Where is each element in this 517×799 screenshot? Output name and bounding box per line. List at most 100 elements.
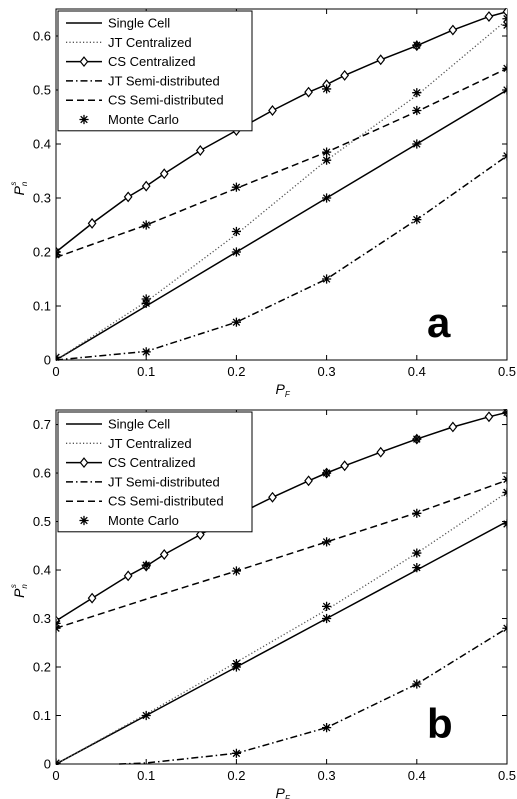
y-tick-label: 0.7 [33, 417, 51, 432]
y-tick-label: 0.5 [33, 514, 51, 529]
point-monte-carlo [502, 409, 507, 418]
legend-item-jt-centralized: JT Centralized [66, 35, 192, 50]
point-monte-carlo [502, 519, 507, 529]
point-monte-carlo [231, 566, 241, 576]
point-monte-carlo [502, 63, 507, 73]
point-monte-carlo [502, 151, 507, 161]
legend-label: Monte Carlo [108, 513, 179, 528]
legend-item-monte-carlo: Monte Carlo [79, 513, 179, 528]
series-line-cs-semi-distributed [56, 479, 507, 629]
legend-label: JT Semi-distributed [108, 474, 220, 489]
point-cs-centralized [340, 460, 350, 472]
legend-item-single-cell: Single Cell [66, 417, 170, 432]
legend-label: JT Centralized [108, 436, 192, 451]
panel-label-a: a [427, 299, 451, 346]
legend-item-cs-centralized: CS Centralized [66, 54, 195, 69]
legend-item-jt-semi-distributed: JT Semi-distributed [66, 73, 220, 88]
legend-marker [79, 114, 89, 125]
y-tick-label: 0.1 [33, 708, 51, 723]
x-tick-label: 0.2 [227, 768, 245, 783]
point-monte-carlo [412, 215, 422, 225]
legend-box [57, 411, 253, 533]
y-axis-label-text: Pns [9, 181, 29, 195]
series-line-jt-semi-distributed [119, 627, 507, 765]
x-tick-label: 0.1 [137, 768, 155, 783]
y-tick-label: 0 [44, 353, 51, 368]
series-line-cs-centralized [56, 411, 507, 622]
series-line-jt-centralized [56, 491, 507, 765]
point-monte-carlo [322, 155, 332, 165]
point-cs-centralized [123, 570, 133, 582]
point-cs-centralized [340, 69, 350, 81]
point-cs-centralized [448, 24, 458, 36]
y-tick-label: 0.6 [33, 466, 51, 481]
legend-label: CS Semi-distributed [108, 494, 224, 509]
point-cs-centralized [268, 105, 277, 116]
legend-item-jt-centralized: JT Centralized [66, 436, 192, 451]
point-monte-carlo [412, 563, 422, 573]
point-cs-centralized [448, 421, 458, 433]
point-monte-carlo [412, 105, 422, 116]
point-monte-carlo [141, 560, 151, 570]
legend-item-monte-carlo: Monte Carlo [79, 112, 179, 127]
x-tick-label: 0 [52, 364, 59, 379]
point-monte-carlo [322, 613, 332, 624]
point-monte-carlo [141, 347, 151, 357]
point-monte-carlo [502, 487, 507, 498]
x-tick-label: 0.4 [408, 364, 426, 379]
point-cs-centralized [484, 411, 494, 423]
point-cs-centralized [304, 86, 313, 98]
legend-marker [79, 515, 89, 526]
legend-label: Single Cell [108, 16, 170, 31]
point-cs-centralized [195, 145, 205, 156]
point-cs-centralized [304, 475, 313, 487]
x-tick-label: 0 [52, 768, 59, 783]
point-monte-carlo [412, 508, 422, 518]
y-tick-label: 0.4 [33, 563, 51, 578]
legend-item-single-cell: Single Cell [66, 16, 170, 31]
legend-marker [79, 457, 89, 469]
point-cs-centralized [123, 191, 133, 203]
legend-label: CS Semi-distributed [108, 93, 224, 108]
point-monte-carlo [412, 679, 422, 689]
x-axis-label: PF [276, 381, 291, 399]
point-cs-centralized [159, 168, 169, 180]
point-monte-carlo [322, 147, 332, 157]
x-tick-label: 0.3 [318, 768, 336, 783]
legend-item-jt-semi-distributed: JT Semi-distributed [66, 474, 220, 489]
legend-label: JT Semi-distributed [108, 73, 220, 88]
legend-label: Single Cell [108, 417, 170, 432]
point-monte-carlo [141, 298, 151, 308]
series-line-jt-semi-distributed [56, 155, 507, 361]
point-cs-centralized [376, 54, 386, 66]
panel-b: 0 0.1 0.2 0.3 0.4 0.5 0 0.1 0.2 0.3 0.4 0.5 0.6 0.7 PF… [9, 409, 516, 799]
legend-label: CS Centralized [108, 455, 195, 470]
x-axis-label: PF [276, 785, 291, 799]
plot-series-b [56, 409, 507, 765]
y-tick-label: 0.5 [33, 83, 51, 98]
y-tick-label: 0.6 [33, 29, 51, 44]
legend-label: JT Centralized [108, 35, 192, 50]
point-monte-carlo [141, 710, 151, 721]
series-line-single-cell [56, 89, 507, 361]
point-monte-carlo [502, 85, 507, 95]
legend-item-cs-semi-distributed: CS Semi-distributed [66, 494, 224, 509]
series-line-cs-semi-distributed [56, 67, 507, 259]
point-monte-carlo [412, 548, 422, 558]
legend-item-cs-semi-distributed: CS Semi-distributed [66, 93, 224, 108]
x-tick-label: 0.3 [318, 364, 336, 379]
point-cs-centralized [484, 11, 494, 23]
y-axis-label: Pns [9, 584, 29, 598]
series-line-jt-centralized [56, 19, 507, 361]
point-monte-carlo [141, 220, 151, 230]
x-tick-label: 0.4 [408, 768, 426, 783]
point-cs-centralized [376, 446, 386, 458]
point-cs-centralized [141, 180, 151, 192]
legend-box [57, 10, 253, 132]
y-tick-label: 0.1 [33, 299, 51, 314]
y-axis-label: Pns [9, 181, 29, 195]
y-axis-label-text: Pns [9, 584, 29, 598]
point-monte-carlo [231, 748, 241, 758]
point-monte-carlo [502, 14, 507, 24]
